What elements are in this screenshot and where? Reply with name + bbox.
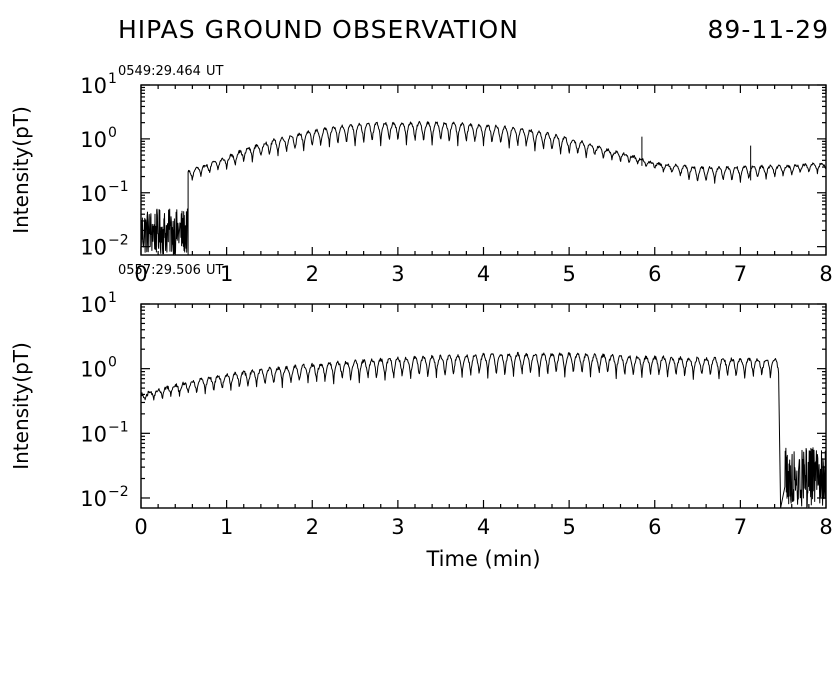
x-tick-label: 0 — [134, 262, 147, 286]
y-tick-label: 10 — [80, 182, 107, 206]
bottom-panel-timestamp: 0557:29.506 — [118, 263, 201, 278]
figure-title: HIPAS GROUND OBSERVATION — [118, 15, 519, 44]
x-tick-label: 1 — [220, 262, 233, 286]
x-tick-label: 5 — [562, 262, 575, 286]
y-tick-label: 10 — [80, 422, 107, 446]
y-tick-label: 10 — [80, 487, 107, 511]
x-tick-label: 2 — [306, 262, 319, 286]
y-tick-label: 10 — [80, 128, 107, 152]
intensity-trace — [140, 120, 827, 256]
top-panel-timestamp: 0549:29.464 — [118, 64, 201, 79]
x-tick-label: 3 — [391, 262, 404, 286]
x-tick-label: 6 — [648, 262, 661, 286]
plot-frame — [140, 84, 827, 256]
bottom-panel-timestamp-unit: UT — [206, 263, 224, 278]
y-tick-exponent: −1 — [108, 419, 129, 435]
x-tick-label: 8 — [819, 262, 832, 286]
y-axis-label: Intensity(pT) — [9, 342, 33, 470]
x-axis-label: Time (min) — [425, 547, 540, 571]
y-tick-exponent: 0 — [108, 125, 117, 141]
y-axis-label: Intensity(pT) — [9, 106, 33, 234]
x-tick-label: 5 — [562, 515, 575, 539]
y-tick-label: 10 — [80, 358, 107, 382]
y-tick-exponent: 1 — [108, 71, 117, 87]
y-tick-label: 10 — [80, 236, 107, 260]
x-tick-label: 1 — [220, 515, 233, 539]
y-tick-exponent: −2 — [108, 233, 129, 249]
figure-date: 89-11-29 — [708, 15, 829, 44]
y-tick-exponent: −1 — [108, 179, 129, 195]
top-panel-timestamp-unit: UT — [206, 64, 224, 79]
y-tick-label: 10 — [80, 74, 107, 98]
x-tick-label: 7 — [734, 262, 747, 286]
x-tick-label: 8 — [819, 515, 832, 539]
x-tick-label: 3 — [391, 515, 404, 539]
x-tick-label: 4 — [477, 515, 490, 539]
y-tick-exponent: −2 — [108, 484, 129, 500]
x-tick-label: 4 — [477, 262, 490, 286]
y-tick-exponent: 1 — [108, 290, 117, 306]
x-tick-label: 0 — [134, 515, 147, 539]
y-tick-exponent: 0 — [108, 355, 117, 371]
plot-frame — [140, 303, 827, 509]
x-tick-label: 2 — [306, 515, 319, 539]
y-tick-label: 10 — [80, 293, 107, 317]
x-tick-label: 6 — [648, 515, 661, 539]
intensity-trace — [140, 351, 827, 509]
x-tick-label: 7 — [734, 515, 747, 539]
